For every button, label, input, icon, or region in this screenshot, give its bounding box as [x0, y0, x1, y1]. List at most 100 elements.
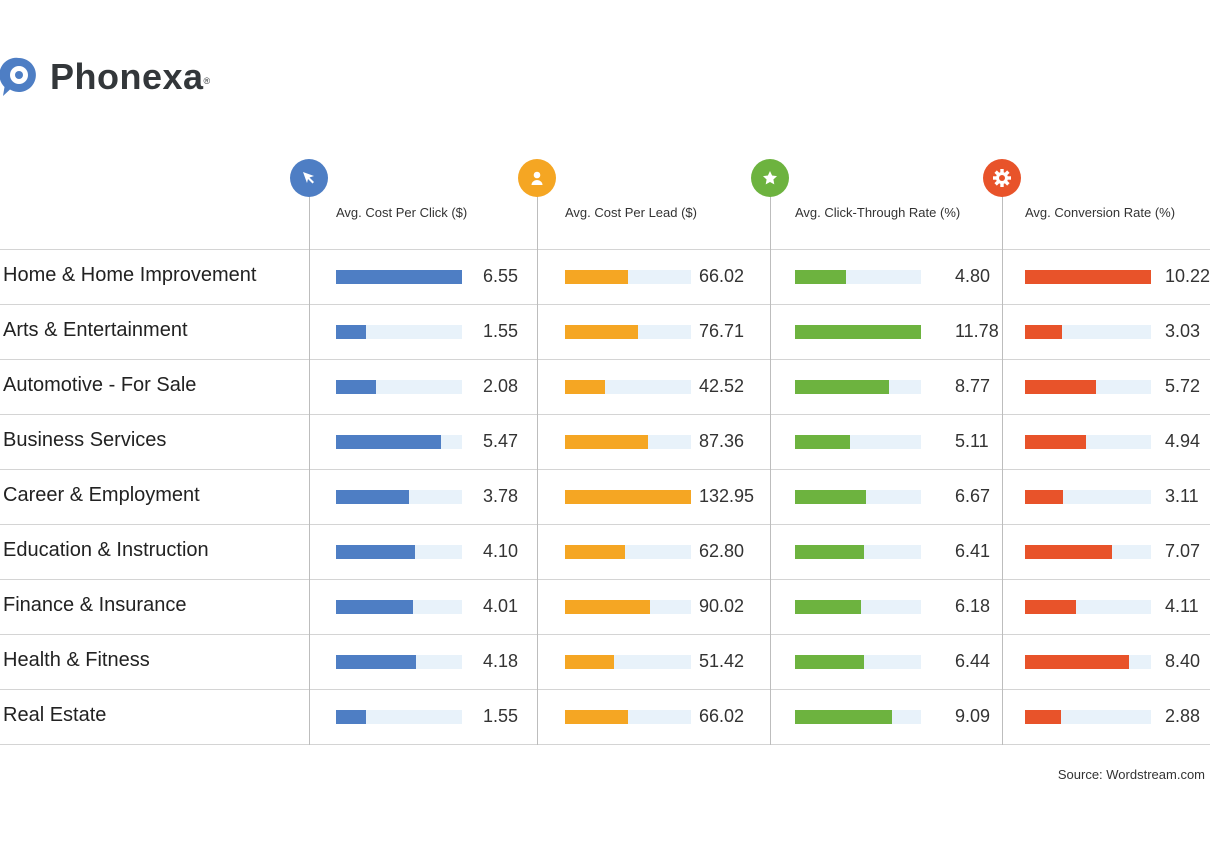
value-label: 11.78	[955, 321, 999, 341]
bar-track	[565, 545, 691, 559]
category-label: Health & Fitness	[3, 649, 150, 671]
category-label: Real Estate	[3, 704, 107, 726]
bar-track	[336, 545, 462, 559]
source-note: Source: Wordstream.com	[1057, 767, 1205, 782]
value-label: 5.72	[1165, 376, 1201, 396]
row-divider	[0, 304, 1210, 305]
bar-track	[795, 380, 921, 394]
column-divider	[770, 196, 771, 745]
value-label: 87.36	[699, 431, 745, 451]
bar-track	[1025, 325, 1151, 339]
value-label: 2.88	[1165, 706, 1201, 726]
bar	[1025, 600, 1076, 614]
bar-track	[1025, 655, 1151, 669]
row-divider	[0, 249, 1210, 250]
bar	[1025, 270, 1151, 284]
bar-track	[565, 435, 691, 449]
value-label: 6.44	[955, 651, 991, 671]
bar	[336, 545, 415, 559]
bar-track	[565, 490, 691, 504]
bar	[795, 435, 850, 449]
star-icon	[751, 159, 789, 197]
bar-track	[795, 655, 921, 669]
bar-track	[336, 600, 462, 614]
value-label: 4.11	[1165, 596, 1199, 616]
value-label: 3.11	[1165, 486, 1199, 506]
bar-track	[1025, 545, 1151, 559]
bar	[565, 380, 606, 394]
value-label: 62.80	[699, 541, 745, 561]
value-label: 10.22	[1165, 266, 1210, 286]
registered-mark: ®	[203, 76, 211, 86]
column-divider	[309, 196, 310, 745]
row-divider	[0, 579, 1210, 580]
bar	[1025, 325, 1063, 339]
bar	[565, 270, 628, 284]
bar-track	[1025, 600, 1151, 614]
category-label: Career & Employment	[3, 484, 200, 506]
value-label: 8.40	[1165, 651, 1201, 671]
category-label: Finance & Insurance	[3, 594, 187, 616]
bar	[336, 325, 366, 339]
bar-track	[1025, 435, 1151, 449]
value-label: 6.41	[955, 541, 991, 561]
bar	[336, 435, 442, 449]
category-label: Education & Instruction	[3, 539, 209, 561]
value-label: 2.08	[483, 376, 519, 396]
row-divider	[0, 634, 1210, 635]
bar	[565, 545, 625, 559]
row-divider	[0, 744, 1210, 745]
bar-track	[1025, 270, 1151, 284]
bar	[565, 435, 648, 449]
value-label: 42.52	[699, 376, 745, 396]
column-header: Avg. Conversion Rate (%)	[1025, 205, 1176, 220]
value-label: 1.55	[483, 706, 519, 726]
bar-track	[565, 600, 691, 614]
bar	[336, 270, 462, 284]
bar-track	[565, 325, 691, 339]
value-label: 4.01	[483, 596, 519, 616]
value-label: 90.02	[699, 596, 745, 616]
value-label: 9.09	[955, 706, 991, 726]
bar-track	[565, 710, 691, 724]
column-divider	[537, 196, 538, 745]
bar-track	[565, 380, 691, 394]
value-label: 5.11	[955, 431, 989, 451]
value-label: 6.18	[955, 596, 991, 616]
value-label: 5.47	[483, 431, 519, 451]
value-label: 66.02	[699, 706, 745, 726]
bar-track	[1025, 710, 1151, 724]
bar-track	[1025, 490, 1151, 504]
value-label: 4.10	[483, 541, 519, 561]
value-label: 7.07	[1165, 541, 1201, 561]
bar-track	[795, 545, 921, 559]
category-label: Automotive - For Sale	[3, 374, 197, 396]
column-header: Avg. Click-Through Rate (%)	[795, 205, 961, 220]
bar	[795, 270, 847, 284]
bar	[336, 655, 417, 669]
bar-track	[795, 490, 921, 504]
category-label: Business Services	[3, 429, 167, 451]
value-label: 6.55	[483, 266, 519, 286]
bar	[1025, 380, 1096, 394]
phonexa-logo-icon	[0, 57, 36, 96]
value-label: 3.03	[1165, 321, 1201, 341]
bar	[1025, 435, 1086, 449]
value-label: 1.55	[483, 321, 519, 341]
bar-track	[336, 325, 462, 339]
bar	[1025, 545, 1113, 559]
bar	[795, 655, 864, 669]
value-label: 51.42	[699, 651, 745, 671]
bar-track	[336, 710, 462, 724]
value-label: 4.94	[1165, 431, 1201, 451]
bar	[795, 325, 921, 339]
user-icon	[518, 159, 556, 197]
bar-track	[565, 655, 691, 669]
bar-track	[795, 710, 921, 724]
bar-track	[565, 270, 691, 284]
bar	[336, 380, 376, 394]
value-label: 4.80	[955, 266, 991, 286]
gear-icon	[983, 159, 1021, 197]
logo: Phonexa ®	[0, 56, 210, 98]
bar	[336, 710, 366, 724]
